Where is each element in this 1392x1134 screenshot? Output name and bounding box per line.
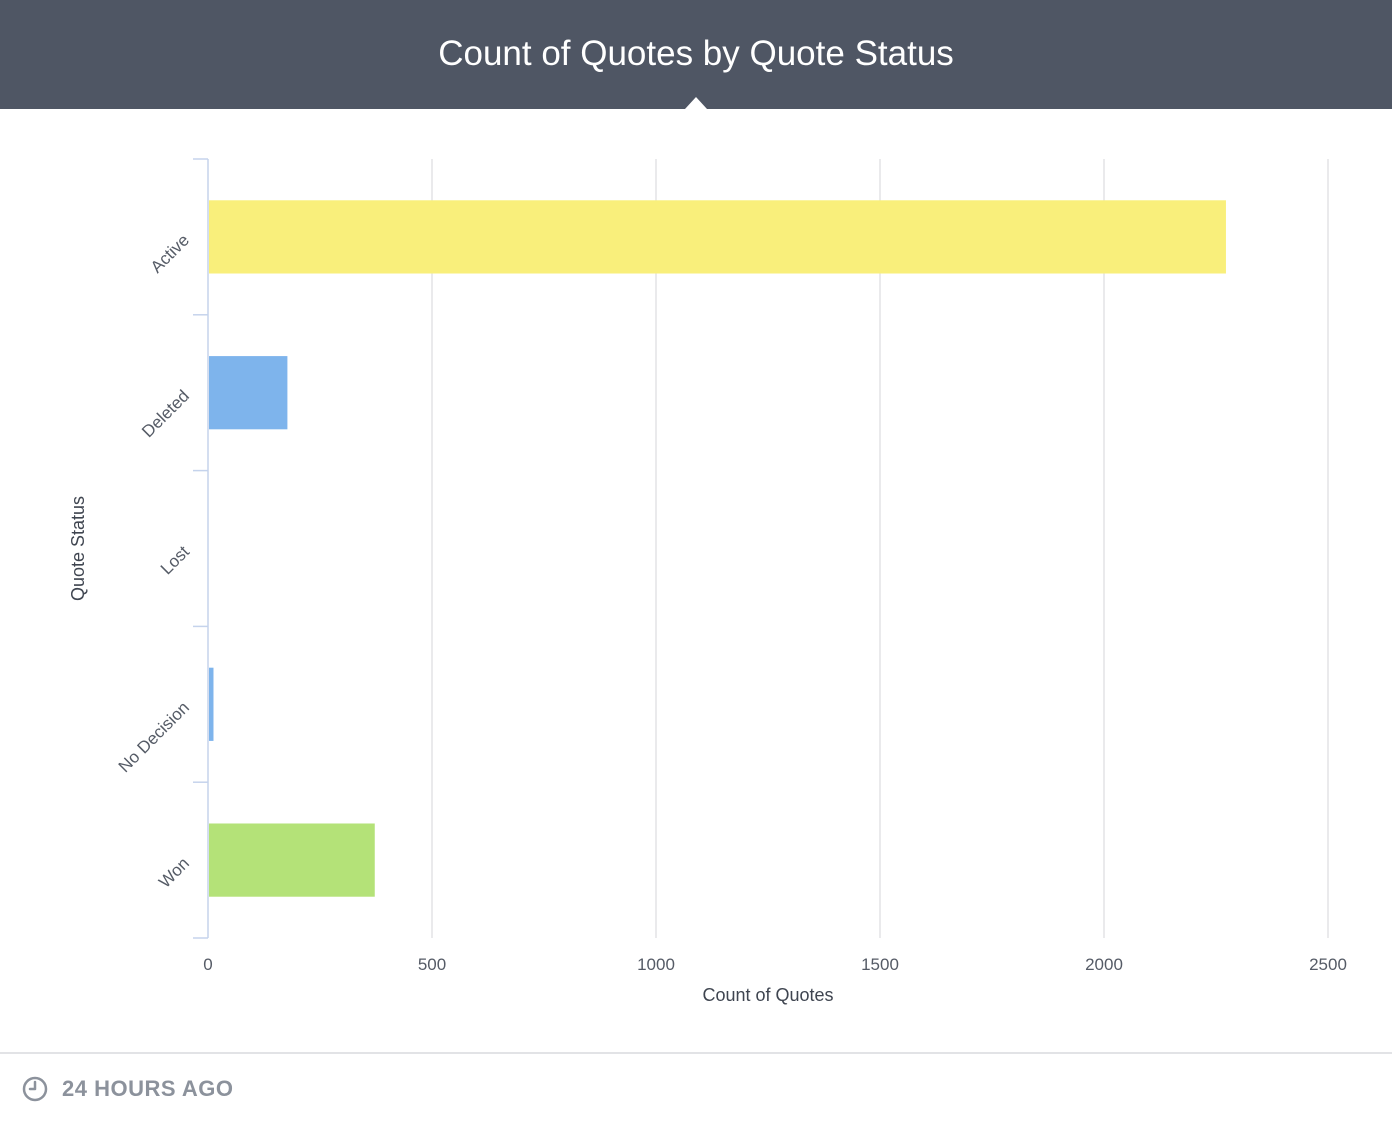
chart-title: Count of Quotes by Quote Status bbox=[438, 34, 954, 73]
clock-icon bbox=[22, 1076, 48, 1102]
x-axis-title: Count of Quotes bbox=[702, 985, 833, 1005]
y-category-label: No Decision bbox=[115, 698, 193, 776]
x-tick-label: 2500 bbox=[1309, 955, 1347, 974]
header-notch bbox=[685, 97, 707, 109]
y-axis-title: Quote Status bbox=[68, 496, 88, 601]
x-tick-label: 2000 bbox=[1085, 955, 1123, 974]
footer-divider bbox=[0, 1052, 1392, 1054]
bar-deleted bbox=[209, 356, 288, 430]
y-category-label: Active bbox=[147, 231, 193, 277]
last-updated-label: 24 HOURS AGO bbox=[62, 1076, 234, 1101]
y-category-label: Lost bbox=[157, 542, 193, 578]
bar-active bbox=[209, 200, 1226, 274]
footer: 24 HOURS AGO bbox=[22, 1074, 233, 1104]
y-category-label: Deleted bbox=[138, 386, 193, 441]
y-category-label: Won bbox=[155, 854, 193, 892]
x-tick-label: 1500 bbox=[861, 955, 899, 974]
bar-chart: 0 500 1000 1500 2000 2500 Active Deleted Lost No … bbox=[68, 158, 1347, 1005]
chart-header: Count of Quotes by Quote Status bbox=[0, 0, 1392, 109]
x-tick-label: 0 bbox=[203, 955, 212, 974]
x-tick-label: 500 bbox=[418, 955, 446, 974]
x-tick-label: 1000 bbox=[637, 955, 675, 974]
bar-no-decision bbox=[209, 667, 214, 741]
bar-won bbox=[209, 823, 375, 897]
